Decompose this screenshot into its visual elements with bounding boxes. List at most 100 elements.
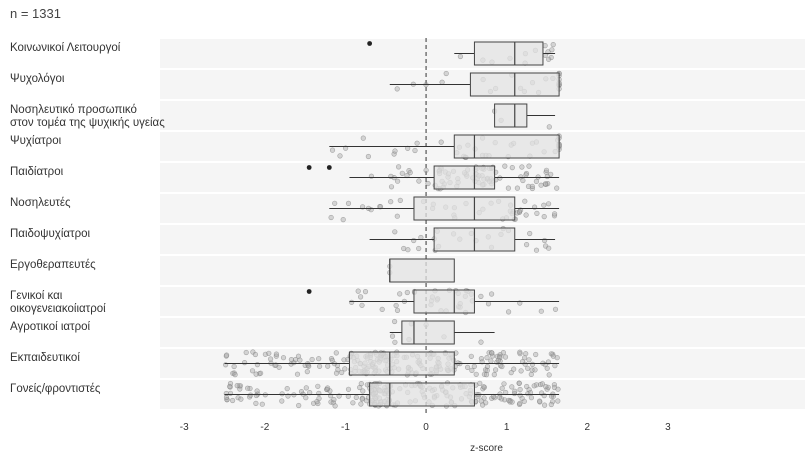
data-point xyxy=(345,200,352,206)
data-point xyxy=(499,385,505,391)
category-label-line: Ψυχολόγοι xyxy=(10,73,65,85)
category-label: Αγροτικοί ιατροί xyxy=(10,321,91,333)
data-point xyxy=(243,349,249,356)
data-point xyxy=(531,383,537,389)
data-point xyxy=(509,165,515,171)
data-point xyxy=(396,164,402,170)
box xyxy=(433,165,496,190)
data-point xyxy=(315,383,321,389)
data-point xyxy=(534,210,540,216)
data-point xyxy=(517,392,523,398)
data-point xyxy=(438,139,444,145)
data-point xyxy=(399,170,405,176)
x-tick-label: -1 xyxy=(341,422,350,433)
data-point xyxy=(514,185,521,191)
data-point xyxy=(279,398,285,404)
data-point xyxy=(533,351,539,358)
data-point xyxy=(509,384,515,390)
x-tick-label: -2 xyxy=(260,422,269,433)
data-point xyxy=(388,199,394,205)
data-point xyxy=(541,402,548,408)
data-point xyxy=(252,351,258,358)
data-point xyxy=(518,368,524,374)
data-point xyxy=(495,357,501,364)
data-point xyxy=(525,365,531,371)
data-point xyxy=(465,364,471,371)
data-point xyxy=(328,214,334,221)
data-point xyxy=(298,389,305,395)
data-point xyxy=(439,79,445,85)
category-label: Παιδοψυχίατροι xyxy=(10,228,91,240)
data-point xyxy=(520,177,526,184)
data-point xyxy=(365,153,372,160)
data-point xyxy=(329,357,335,364)
data-point xyxy=(479,359,485,365)
data-point xyxy=(249,368,256,374)
data-point xyxy=(297,357,303,363)
category-label-line: Κοινωνικοί Λειτουργοί xyxy=(10,42,121,54)
data-point xyxy=(355,288,361,294)
data-point xyxy=(496,394,503,400)
data-point xyxy=(242,360,248,366)
data-point xyxy=(358,294,364,300)
data-point xyxy=(511,366,517,372)
data-point xyxy=(259,401,265,407)
data-point xyxy=(332,200,338,206)
row-band xyxy=(160,101,805,130)
data-point xyxy=(478,339,484,345)
data-point xyxy=(316,356,322,362)
data-point xyxy=(517,386,523,393)
data-point xyxy=(349,299,355,305)
data-point xyxy=(529,361,536,368)
data-point xyxy=(404,289,410,296)
data-point xyxy=(544,365,550,371)
outlier-point xyxy=(367,41,373,46)
data-point xyxy=(423,167,429,173)
data-point xyxy=(245,385,251,391)
data-point xyxy=(469,367,475,374)
data-point xyxy=(339,369,345,376)
data-point xyxy=(360,135,366,141)
category-label-line: Παιδοψυχίατροι xyxy=(10,228,91,240)
data-point xyxy=(548,401,554,408)
data-point xyxy=(523,242,530,248)
data-point xyxy=(526,387,532,393)
data-point xyxy=(484,367,490,374)
x-tick-label: 2 xyxy=(585,422,591,433)
data-point xyxy=(394,213,400,219)
category-label: Γονείς/φροντιστές xyxy=(10,383,101,395)
data-point xyxy=(543,384,549,390)
box xyxy=(473,41,544,66)
box xyxy=(401,320,455,345)
outlier-point xyxy=(326,165,332,170)
data-point xyxy=(541,202,547,208)
data-point xyxy=(317,363,323,369)
data-point xyxy=(358,401,364,407)
data-point xyxy=(491,372,497,378)
data-point xyxy=(253,371,259,377)
data-point xyxy=(288,357,295,363)
category-label: Παιδίατροι xyxy=(10,166,64,178)
category-label-line: Νοσηλευτικό προσωπικό xyxy=(10,104,137,116)
data-point xyxy=(359,396,365,402)
data-point xyxy=(480,402,486,408)
data-point xyxy=(235,395,241,401)
data-point xyxy=(294,371,301,377)
data-point xyxy=(502,163,508,169)
data-point xyxy=(546,372,552,378)
data-point xyxy=(325,363,331,369)
data-point xyxy=(522,361,528,367)
category-label: Νοσηλευτές xyxy=(10,197,71,209)
data-point xyxy=(416,178,422,184)
data-point xyxy=(473,371,479,377)
data-point xyxy=(484,355,490,361)
data-point xyxy=(529,183,535,189)
data-point xyxy=(517,349,523,355)
data-point xyxy=(392,318,398,325)
data-point xyxy=(303,385,309,391)
data-point xyxy=(541,214,547,220)
data-point xyxy=(506,309,512,315)
x-axis-title: z-score xyxy=(470,443,503,453)
data-point xyxy=(416,245,422,252)
data-point xyxy=(397,291,403,297)
